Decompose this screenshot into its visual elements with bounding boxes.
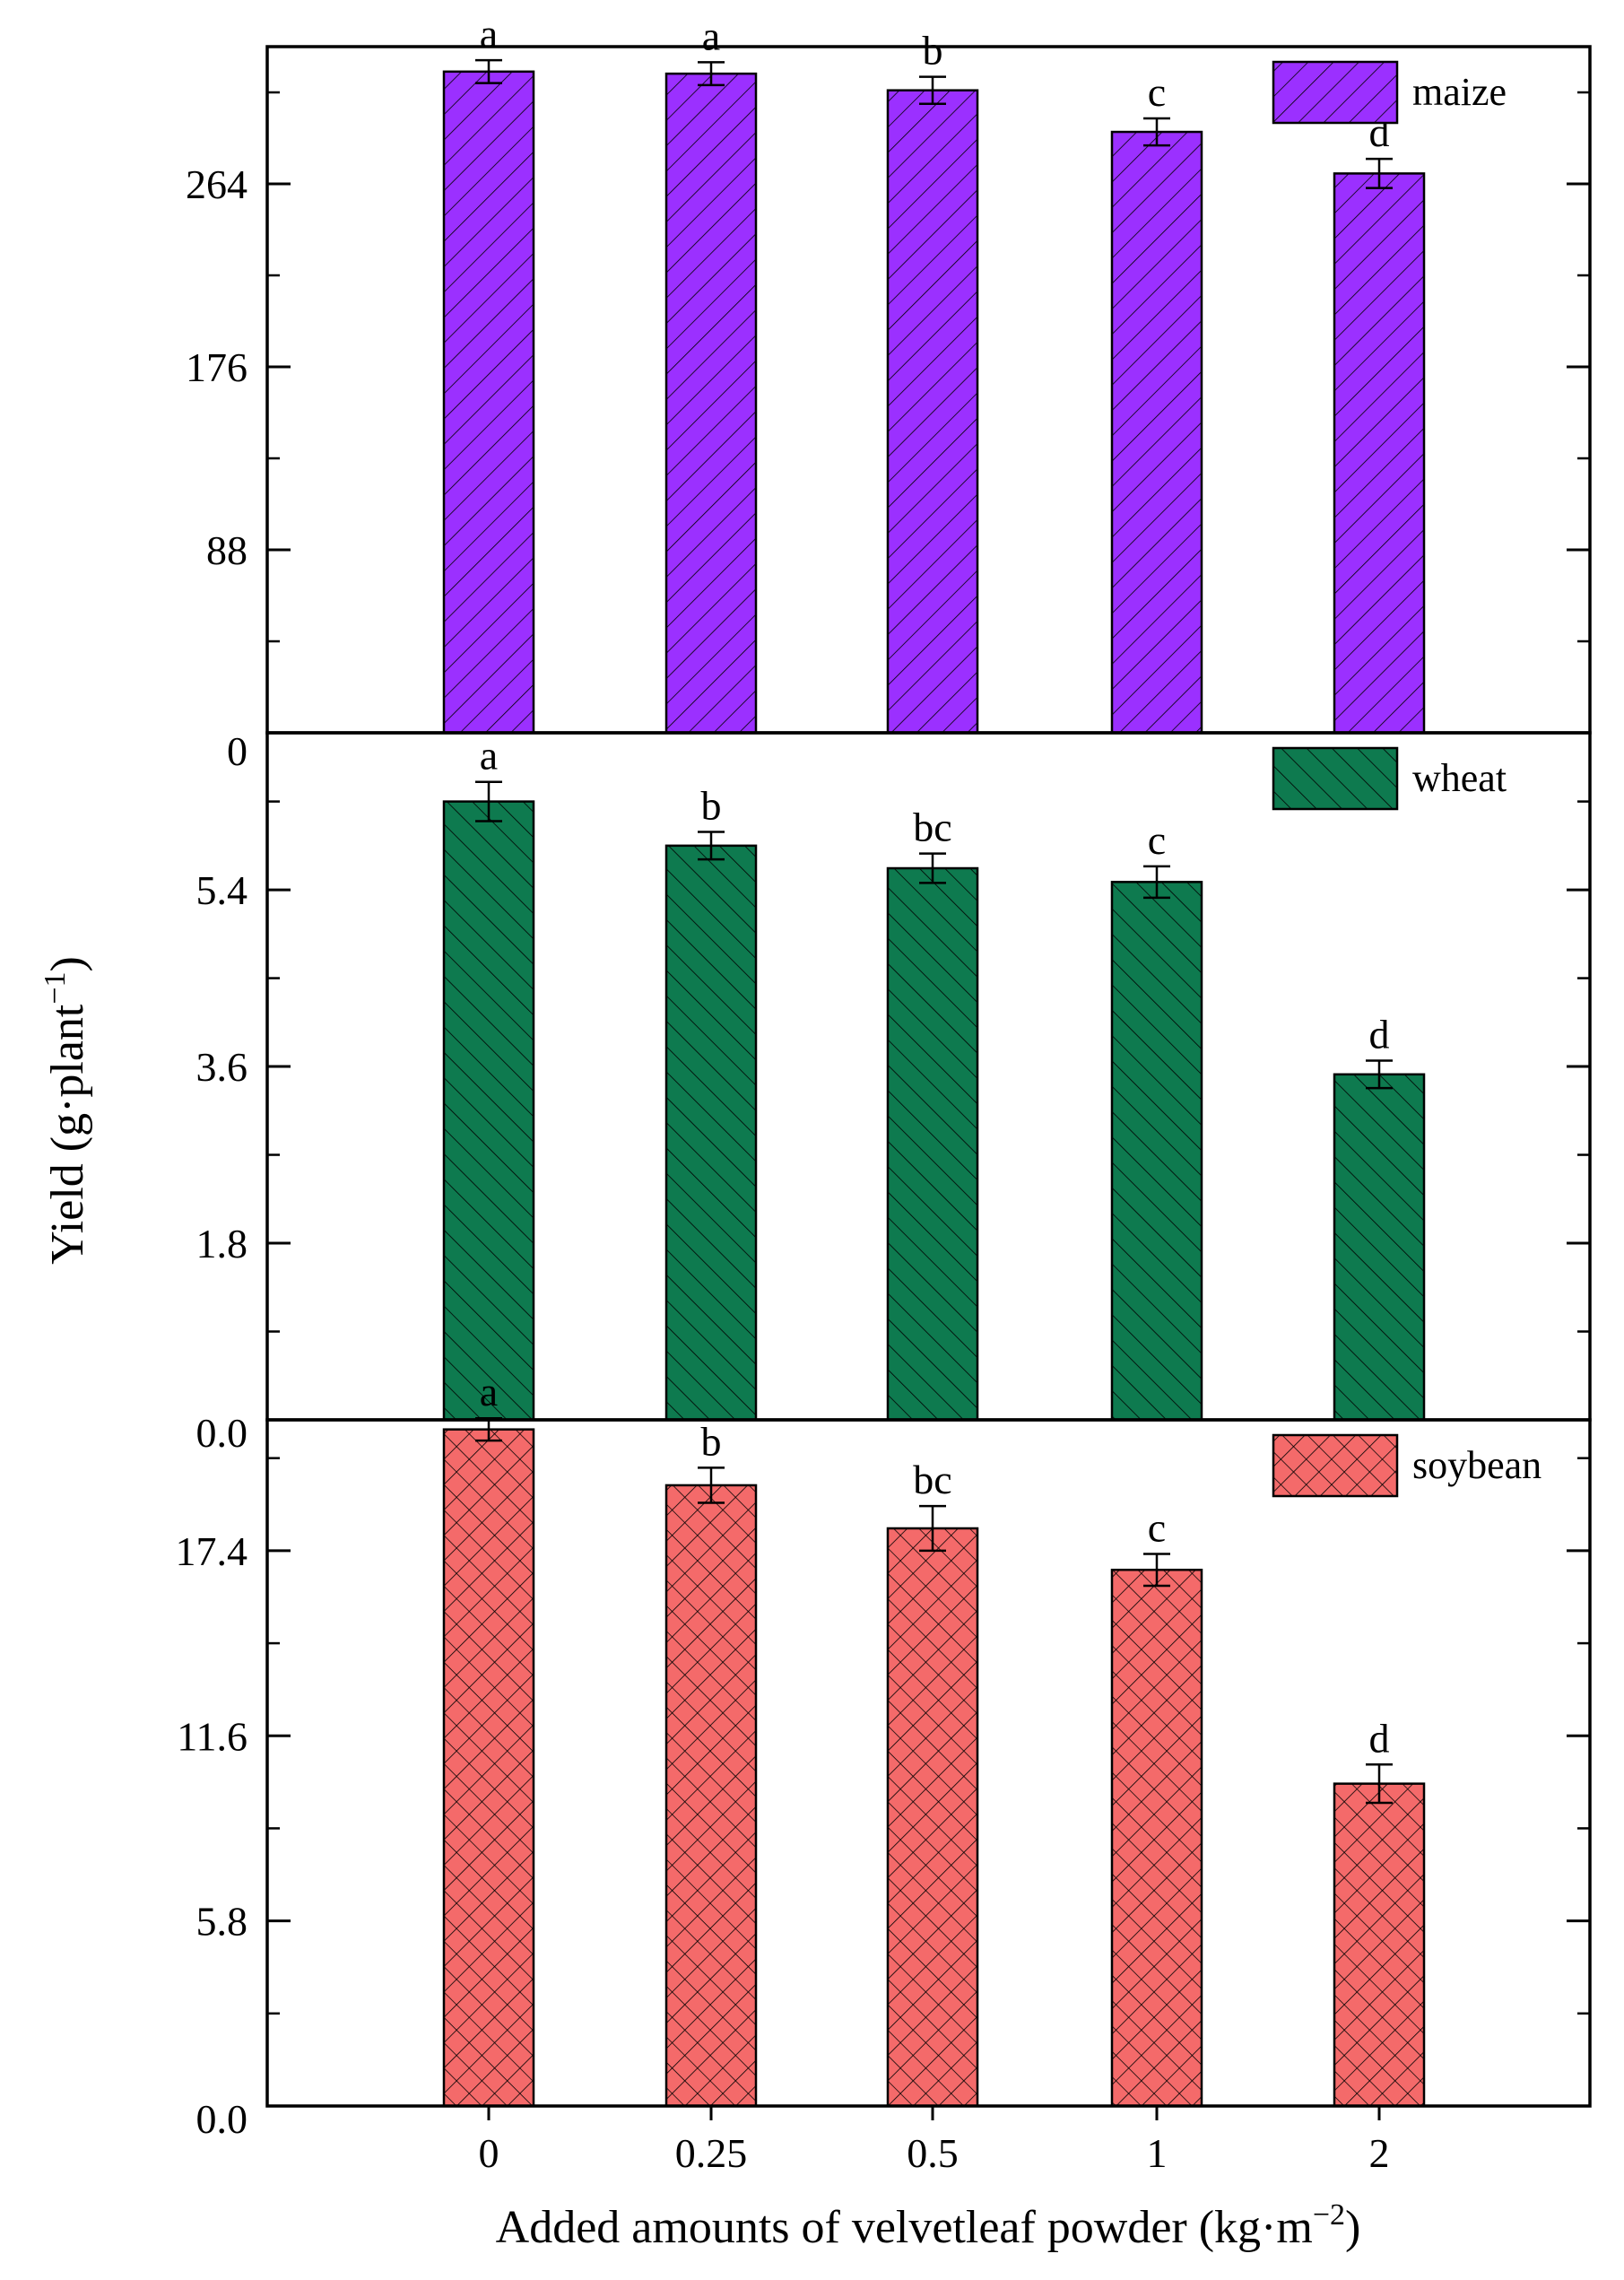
xtick-label-4: 2 <box>1369 2130 1390 2176</box>
ytick-label-maize-1: 88 <box>206 527 248 573</box>
significance-letter-maize-1: a <box>702 13 720 58</box>
ytick-label-maize-3: 264 <box>186 161 248 207</box>
legend-label-maize: maize <box>1412 70 1507 114</box>
ytick-label-wheat-1: 1.8 <box>196 1221 248 1266</box>
significance-letter-maize-2: b <box>923 28 943 74</box>
significance-letter-maize-0: a <box>480 11 498 57</box>
bar-hatch-wheat-3 <box>1110 881 1203 1422</box>
bar-hatch-wheat-0 <box>442 800 535 1422</box>
bar-hatch-maize-2 <box>886 89 979 735</box>
significance-letter-soybean-0: a <box>480 1369 498 1414</box>
significance-letter-wheat-0: a <box>480 733 498 779</box>
bar-hatch-maize-1 <box>664 72 758 735</box>
xtick-label-0: 0 <box>479 2130 499 2176</box>
panel-frame-soybean <box>265 1418 1592 2108</box>
significance-letter-wheat-3: c <box>1148 817 1166 863</box>
legend-swatch-hatch-soybean <box>1272 1433 1399 1498</box>
legend-label-soybean: soybean <box>1412 1443 1541 1487</box>
ytick-label-wheat-3: 5.4 <box>196 867 248 913</box>
xtick-label-2: 0.5 <box>907 2130 959 2176</box>
legend-swatch-hatch-wheat <box>1272 746 1399 811</box>
legend-label-wheat: wheat <box>1412 756 1507 800</box>
xtick-label-1: 0.25 <box>675 2130 748 2176</box>
significance-letter-wheat-4: d <box>1369 1011 1390 1057</box>
significance-letter-wheat-2: bc <box>913 805 951 850</box>
significance-letter-soybean-2: bc <box>913 1457 951 1502</box>
bar-hatch-wheat-4 <box>1333 1073 1426 1422</box>
bar-hatch-soybean-3 <box>1110 1568 1203 2108</box>
significance-letter-maize-3: c <box>1148 69 1166 115</box>
ytick-label-wheat-0: 0.0 <box>196 1410 248 1456</box>
ytick-label-wheat-2: 3.6 <box>196 1044 248 1090</box>
bar-hatch-soybean-0 <box>442 1428 535 2108</box>
ytick-label-soybean-0: 0.0 <box>196 2096 248 2142</box>
ytick-label-soybean-3: 17.4 <box>176 1528 248 1574</box>
significance-letter-soybean-1: b <box>701 1418 722 1464</box>
ytick-label-soybean-2: 11.6 <box>177 1713 248 1759</box>
bar-hatch-wheat-1 <box>664 844 758 1422</box>
bar-hatch-soybean-2 <box>886 1527 979 2108</box>
panel-soybean: a b bc c d 0.0 5.8 11.6 17.4 soybean <box>176 1369 1592 2142</box>
x-axis-title: Added amounts of velvetleaf powder (kg·m… <box>496 2198 1361 2253</box>
significance-letter-soybean-4: d <box>1369 1715 1390 1761</box>
xtick-label-3: 1 <box>1147 2130 1168 2176</box>
bar-hatch-soybean-4 <box>1333 1782 1426 2108</box>
significance-letter-soybean-3: c <box>1148 1504 1166 1550</box>
ytick-label-maize-2: 176 <box>186 344 248 390</box>
significance-letter-wheat-1: b <box>701 783 722 829</box>
y-axis-title: Yield (g·plant−1) <box>39 956 93 1265</box>
ytick-label-maize-0: 0 <box>227 728 248 774</box>
bar-hatch-maize-3 <box>1110 130 1203 735</box>
ytick-label-soybean-1: 5.8 <box>196 1899 248 1945</box>
legend-swatch-hatch-maize <box>1272 60 1399 125</box>
bar-hatch-maize-4 <box>1333 172 1426 735</box>
bar-hatch-wheat-2 <box>886 866 979 1422</box>
bar-hatch-soybean-1 <box>664 1484 758 2108</box>
bar-hatch-maize-0 <box>442 70 535 735</box>
panel-wheat: a b bc c d 0.0 1.8 3.6 5.4 wheat <box>196 731 1592 1456</box>
